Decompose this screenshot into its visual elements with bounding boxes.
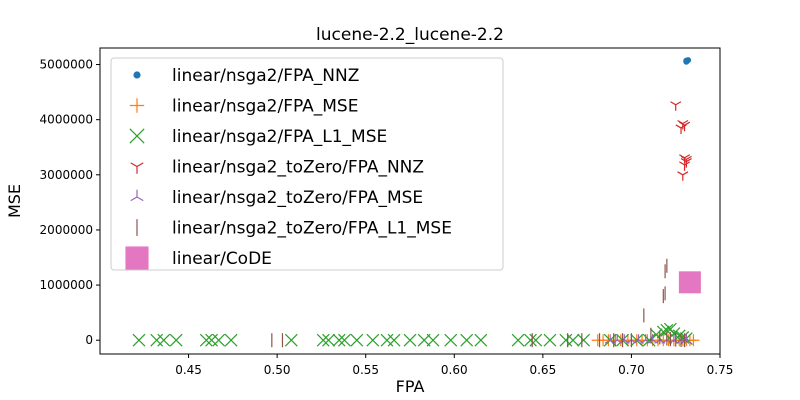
data-point xyxy=(524,333,537,347)
legend-label: linear/nsga2_toZero/FPA_NNZ xyxy=(172,158,424,178)
data-point xyxy=(630,333,644,347)
data-point xyxy=(675,124,687,134)
x-tick-label: 0.75 xyxy=(707,363,734,377)
data-point xyxy=(322,333,335,347)
data-point xyxy=(668,334,680,344)
data-point xyxy=(212,333,226,347)
data-point xyxy=(677,171,689,181)
x-axis-ticks: 0.45 0.50 0.55 0.60 0.65 0.70 0.75 xyxy=(175,354,733,377)
legend-marker xyxy=(125,246,149,270)
series-5 xyxy=(604,334,692,344)
data-point xyxy=(670,101,682,111)
data-point xyxy=(559,333,573,347)
legend-marker xyxy=(130,189,144,202)
legend-label: linear/nsga2/FPA_NNZ xyxy=(172,66,359,86)
series-6 xyxy=(271,258,686,348)
data-point xyxy=(332,333,346,347)
data-point xyxy=(132,333,146,347)
data-point xyxy=(380,333,394,347)
legend: linear/nsga2/FPA_NNZ linear/nsga2/FPA_MSE… xyxy=(110,57,504,271)
data-point xyxy=(460,333,474,347)
legend-label: linear/nsga2/FPA_L1_MSE xyxy=(172,127,387,147)
x-axis-label: FPA xyxy=(396,377,425,396)
data-point xyxy=(679,161,691,171)
data-point xyxy=(511,333,525,347)
y-axis-label: MSE xyxy=(5,184,24,218)
data-point xyxy=(350,333,364,347)
data-point xyxy=(205,333,219,347)
data-point xyxy=(338,333,351,347)
legend-box xyxy=(110,57,504,271)
legend-marker xyxy=(130,162,144,174)
data-point xyxy=(680,334,692,344)
series-4 xyxy=(670,101,692,181)
legend-marker xyxy=(129,128,145,144)
plot-frame xyxy=(99,47,721,355)
data-point xyxy=(403,333,417,347)
data-point xyxy=(679,121,691,132)
legend-item: linear/nsga2_toZero/FPA_L1_MSE xyxy=(136,219,452,239)
data-point xyxy=(611,334,623,344)
legend-item: linear/nsga2_toZero/FPA_NNZ xyxy=(130,158,424,178)
series-1 xyxy=(683,57,692,65)
chart-title: lucene-2.2_lucene-2.2 xyxy=(316,25,504,45)
x-tick-label: 0.55 xyxy=(352,363,379,377)
data-point xyxy=(618,334,630,344)
x-tick-label: 0.70 xyxy=(618,363,645,377)
y-tick-label: 2000000 xyxy=(40,223,93,237)
data-point xyxy=(387,333,401,347)
legend-item: linear/nsga2_toZero/FPA_MSE xyxy=(130,188,423,208)
y-tick-label: 3000000 xyxy=(40,168,93,182)
data-point xyxy=(426,333,440,347)
y-tick-label: 5000000 xyxy=(40,58,93,72)
data-point xyxy=(647,334,659,344)
y-tick-label: 4000000 xyxy=(40,113,93,127)
data-point xyxy=(417,333,431,347)
legend-label: linear/CoDE xyxy=(172,249,272,269)
data-point xyxy=(683,58,690,65)
legend-item: linear/nsga2/FPA_NNZ xyxy=(133,66,359,86)
data-point xyxy=(680,155,692,166)
legend-label: linear/nsga2_toZero/FPA_L1_MSE xyxy=(172,219,452,239)
y-axis-ticks: 0 1000000 2000000 3000000 4000000 5000000 xyxy=(40,58,100,347)
data-point xyxy=(474,333,488,347)
data-point xyxy=(284,333,298,347)
data-point xyxy=(366,333,380,347)
data-point xyxy=(577,333,591,347)
data-point xyxy=(316,333,330,347)
data-marks xyxy=(132,57,701,348)
data-point xyxy=(604,334,616,344)
data-point xyxy=(169,333,183,347)
data-point xyxy=(157,333,171,347)
legend-label: linear/nsga2/FPA_MSE xyxy=(172,97,358,117)
data-point xyxy=(150,333,164,347)
x-tick-label: 0.60 xyxy=(441,363,468,377)
x-tick-label: 0.65 xyxy=(529,363,556,377)
legend-item: linear/nsga2/FPA_MSE xyxy=(129,97,358,117)
x-tick-label: 0.45 xyxy=(175,363,202,377)
x-tick-label: 0.50 xyxy=(264,363,291,377)
data-point xyxy=(566,333,580,347)
y-tick-label: 1000000 xyxy=(40,278,93,292)
data-point xyxy=(444,333,458,347)
series-7 xyxy=(678,271,701,294)
legend-marker xyxy=(133,71,141,79)
legend-item: linear/nsga2/FPA_L1_MSE xyxy=(129,127,387,147)
data-point xyxy=(199,333,213,347)
data-point xyxy=(632,334,645,344)
legend-items: linear/nsga2/FPA_NNZ linear/nsga2/FPA_MSE… xyxy=(125,66,452,270)
y-tick-label: 0 xyxy=(85,333,93,347)
legend-label: linear/nsga2_toZero/FPA_MSE xyxy=(172,188,423,208)
data-point xyxy=(640,334,652,344)
data-point xyxy=(224,333,238,347)
legend-marker xyxy=(129,98,145,113)
data-point xyxy=(678,271,701,294)
data-point xyxy=(687,334,700,347)
data-point xyxy=(543,333,557,347)
legend-item: linear/CoDE xyxy=(125,246,272,270)
